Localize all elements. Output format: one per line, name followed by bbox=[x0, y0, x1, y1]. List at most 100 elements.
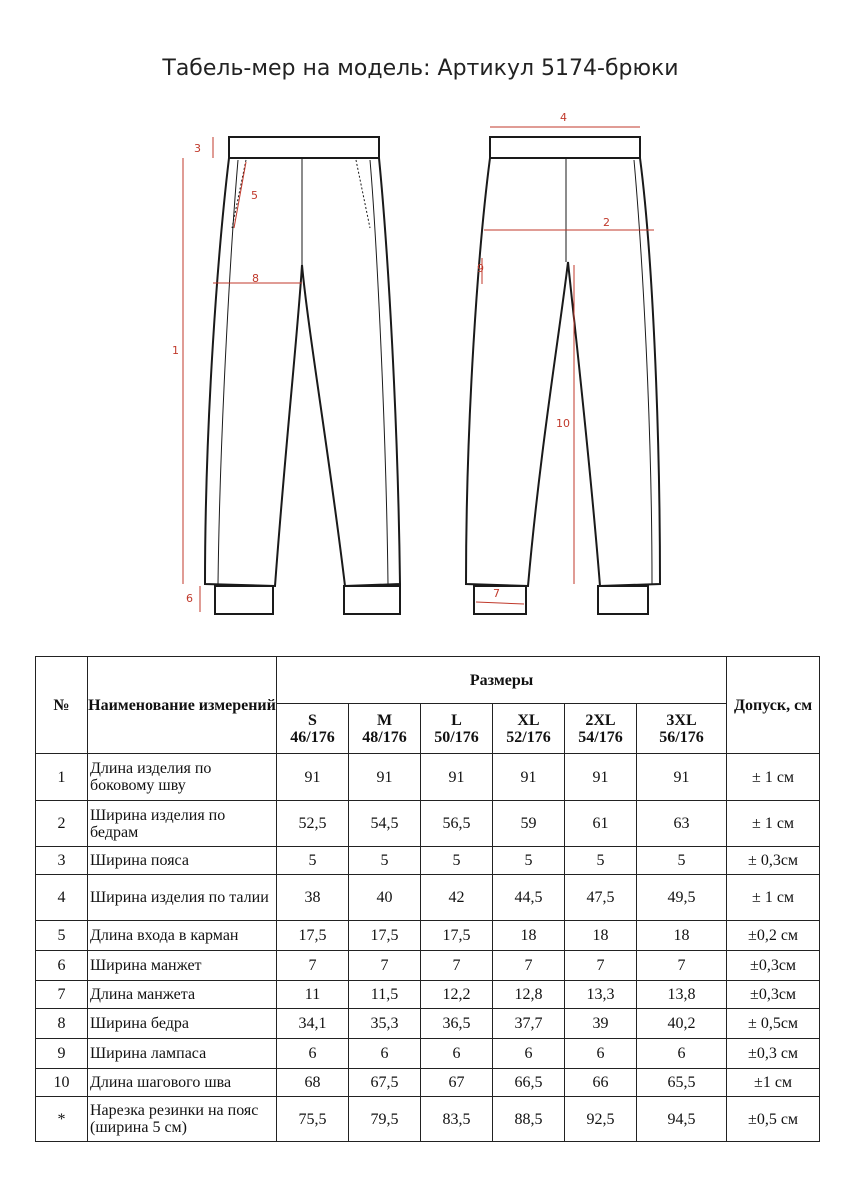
row-value: 94,5 bbox=[635, 1096, 728, 1142]
row-value: 6 bbox=[635, 1038, 728, 1069]
dim-label-5: 5 bbox=[251, 189, 258, 202]
row-num: 2 bbox=[35, 800, 88, 847]
row-value: 67 bbox=[420, 1068, 493, 1097]
header-size-l: L 50/176 bbox=[420, 703, 493, 754]
row-value: 88,5 bbox=[492, 1096, 565, 1142]
row-tolerance: ± 0,5см bbox=[726, 1008, 821, 1039]
size-height: 46/176 bbox=[290, 728, 335, 746]
row-value: 18 bbox=[635, 920, 728, 951]
row-value: 7 bbox=[635, 950, 728, 981]
row-num: 10 bbox=[35, 1068, 88, 1097]
dimension-labels: 1 2 3 4 5 6 7 8 9 10 bbox=[172, 111, 610, 605]
dim-label-10: 10 bbox=[556, 417, 570, 430]
table-row: 4 Ширина изделия по талии 38 40 42 44,5 47,5 49… bbox=[35, 874, 821, 921]
row-tolerance: ±0,3 см bbox=[726, 1038, 821, 1069]
row-value: 91 bbox=[564, 753, 637, 801]
row-value: 17,5 bbox=[276, 920, 349, 951]
page-title: Табель-мер на модель: Артикул 5174-брюки bbox=[162, 56, 679, 81]
row-tolerance: ± 1 см bbox=[726, 753, 821, 801]
dim-label-9: 9 bbox=[477, 262, 484, 275]
row-num: 6 bbox=[35, 950, 88, 981]
row-num: 1 bbox=[35, 753, 88, 801]
back-waistband bbox=[489, 136, 641, 159]
size-height: 54/176 bbox=[578, 728, 623, 746]
row-name: Длина изделия по боковому шву bbox=[87, 753, 277, 801]
table-row: 1 Длина изделия по боковому шву 91 91 91 91 91… bbox=[35, 753, 821, 801]
row-value: 52,5 bbox=[276, 800, 349, 847]
row-value: 91 bbox=[348, 753, 421, 801]
size-height: 48/176 bbox=[362, 728, 407, 746]
row-value: 37,7 bbox=[492, 1008, 565, 1039]
table-row: 3 Ширина пояса 5 5 5 5 5 5 ± 0,3см bbox=[35, 846, 821, 875]
header-num: № bbox=[35, 656, 88, 754]
row-value: 7 bbox=[348, 950, 421, 981]
row-value: 67,5 bbox=[348, 1068, 421, 1097]
dim-label-2: 2 bbox=[603, 216, 610, 229]
row-value: 65,5 bbox=[635, 1068, 728, 1097]
row-value: 56,5 bbox=[420, 800, 493, 847]
row-value: 6 bbox=[348, 1038, 421, 1069]
row-value: 6 bbox=[276, 1038, 349, 1069]
dim-label-1: 1 bbox=[172, 344, 179, 357]
row-num: 8 bbox=[35, 1008, 88, 1039]
row-value: 5 bbox=[492, 846, 565, 875]
dim-label-7: 7 bbox=[493, 587, 500, 600]
table-row: 2 Ширина изделия по бедрам 52,5 54,5 56,5 59 6… bbox=[35, 800, 821, 847]
row-value: 6 bbox=[492, 1038, 565, 1069]
front-waistband bbox=[228, 136, 380, 159]
row-name: Длина входа в карман bbox=[87, 920, 277, 951]
back-left-cuff bbox=[473, 585, 527, 615]
row-value: 40 bbox=[348, 874, 421, 921]
table-row: 5 Длина входа в карман 17,5 17,5 17,5 18 18 18 ±… bbox=[35, 920, 821, 951]
row-value: 47,5 bbox=[564, 874, 637, 921]
row-value: 79,5 bbox=[348, 1096, 421, 1142]
back-right-cuff bbox=[597, 585, 649, 615]
row-name: Длина шагового шва bbox=[87, 1068, 277, 1097]
row-value: 91 bbox=[492, 753, 565, 801]
header-size-2xl: 2XL 54/176 bbox=[564, 703, 637, 754]
row-value: 5 bbox=[564, 846, 637, 875]
row-value: 18 bbox=[564, 920, 637, 951]
dim-label-3: 3 bbox=[194, 142, 201, 155]
table-row: 8 Ширина бедра 34,1 35,3 36,5 37,7 39 40,2 ± 0,5… bbox=[35, 1008, 821, 1039]
row-name: Ширина изделия по талии bbox=[87, 874, 277, 921]
row-value: 66 bbox=[564, 1068, 637, 1097]
row-value: 7 bbox=[564, 950, 637, 981]
header-size-xl: XL 52/176 bbox=[492, 703, 565, 754]
row-value: 49,5 bbox=[635, 874, 728, 921]
row-value: 61 bbox=[564, 800, 637, 847]
row-value: 63 bbox=[635, 800, 728, 847]
row-value: 39 bbox=[564, 1008, 637, 1039]
dim-label-6: 6 bbox=[186, 592, 193, 605]
row-value: 12,2 bbox=[420, 980, 493, 1009]
row-name: Длина манжета bbox=[87, 980, 277, 1009]
size-label: XL bbox=[517, 711, 540, 729]
row-value: 7 bbox=[276, 950, 349, 981]
row-value: 91 bbox=[276, 753, 349, 801]
row-value: 17,5 bbox=[348, 920, 421, 951]
front-left-cuff bbox=[214, 585, 274, 615]
row-value: 5 bbox=[635, 846, 728, 875]
header-tolerance: Допуск, см bbox=[726, 656, 821, 754]
row-value: 92,5 bbox=[564, 1096, 637, 1142]
front-right-cuff bbox=[343, 585, 401, 615]
size-label: 2XL bbox=[585, 711, 616, 729]
size-chart-table: № Наименование измерений Размеры Допуск,… bbox=[35, 656, 821, 1142]
row-value: 5 bbox=[276, 846, 349, 875]
row-num: 3 bbox=[35, 846, 88, 875]
row-value: 91 bbox=[420, 753, 493, 801]
row-value: 17,5 bbox=[420, 920, 493, 951]
size-label: M bbox=[376, 711, 393, 729]
row-tolerance: ±0,5 см bbox=[726, 1096, 821, 1142]
dim-label-8: 8 bbox=[252, 272, 259, 285]
dimension-lines bbox=[182, 126, 654, 612]
row-value: 36,5 bbox=[420, 1008, 493, 1039]
row-value: 66,5 bbox=[492, 1068, 565, 1097]
row-name: Нарезка резинки на пояс (ширина 5 см) bbox=[87, 1096, 277, 1142]
row-value: 13,8 bbox=[635, 980, 728, 1009]
row-tolerance: ±0,3см bbox=[726, 950, 821, 981]
row-value: 83,5 bbox=[420, 1096, 493, 1142]
table-row: 7 Длина манжета 11 11,5 12,2 12,8 13,3 13,8 ±0,3… bbox=[35, 980, 821, 1009]
table-row: 9 Ширина лампаса 6 6 6 6 6 6 ±0,3 см bbox=[35, 1038, 821, 1069]
size-label: L bbox=[451, 711, 462, 729]
